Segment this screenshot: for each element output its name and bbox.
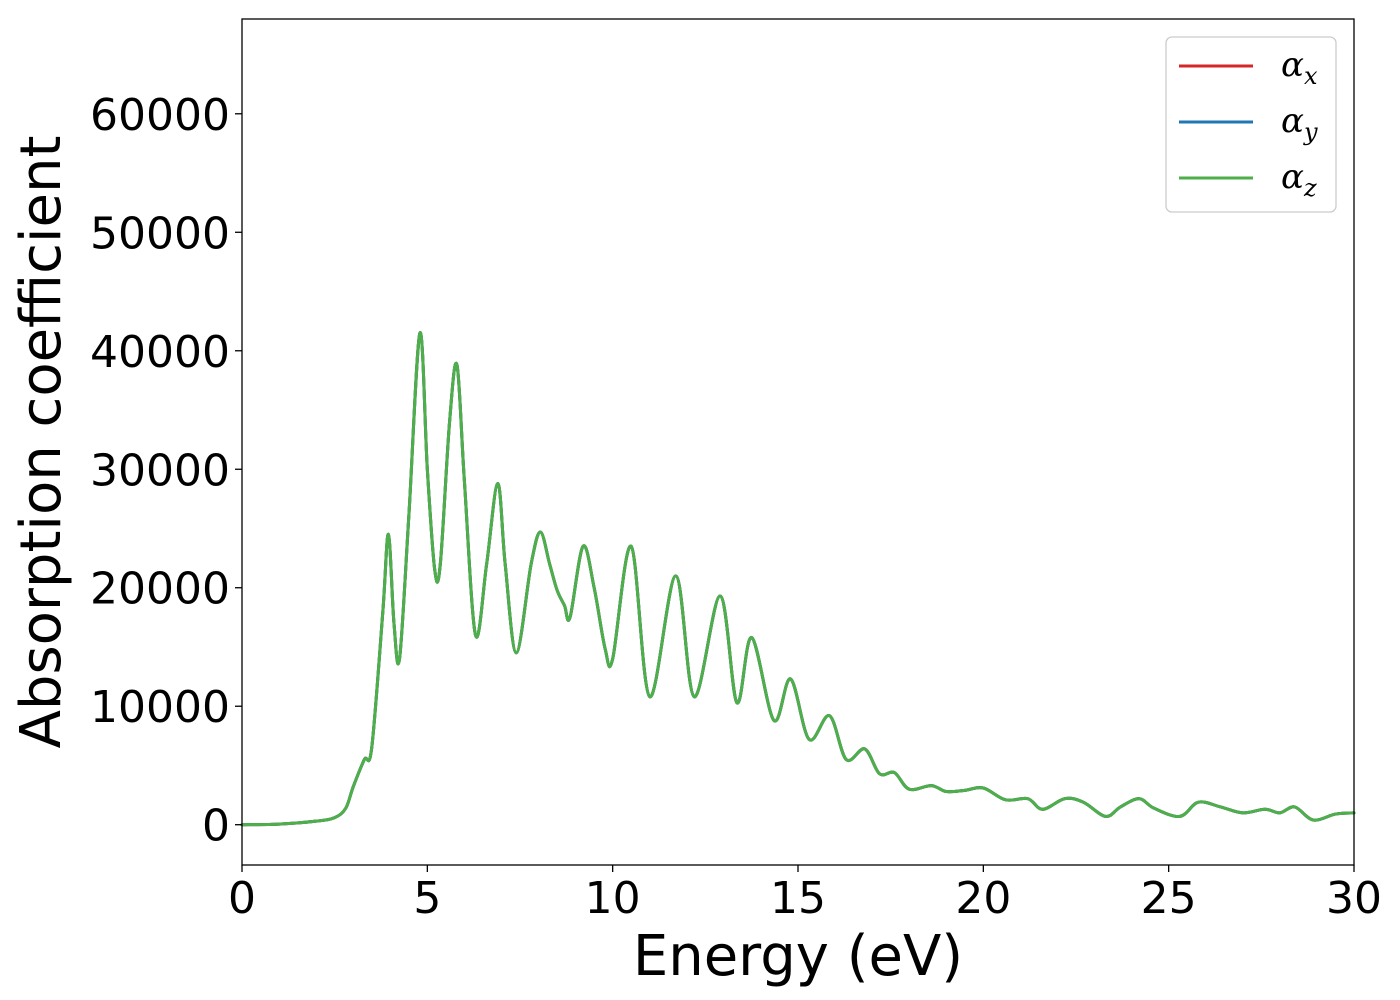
legend-label-x: αx xyxy=(1281,45,1318,90)
y-tick-label: 20000 xyxy=(90,564,230,615)
legend-label-z: αz xyxy=(1281,157,1317,202)
series-layer xyxy=(240,331,1356,827)
x-tick-label: 5 xyxy=(413,873,441,924)
y-axis-ticks: 0 10000 20000 30000 40000 50000 60000 xyxy=(90,90,242,852)
y-tick-label: 0 xyxy=(202,801,230,852)
y-tick-label: 40000 xyxy=(90,327,230,378)
y-tick-label: 60000 xyxy=(90,90,230,141)
series-line-z xyxy=(240,331,1356,827)
x-tick-label: 10 xyxy=(585,873,641,924)
x-tick-label: 15 xyxy=(770,873,826,924)
legend-label-y: αy xyxy=(1281,101,1318,146)
y-axis-title: Absorption coefficient xyxy=(9,136,74,749)
x-tick-label: 30 xyxy=(1326,873,1382,924)
y-tick-label: 30000 xyxy=(90,445,230,496)
legend-box xyxy=(1165,36,1337,213)
y-tick-label: 10000 xyxy=(90,682,230,733)
y-tick-label: 50000 xyxy=(90,208,230,259)
legend: αx αy αz xyxy=(1165,36,1337,213)
x-tick-label: 25 xyxy=(1141,873,1197,924)
x-tick-label: 0 xyxy=(228,873,256,924)
x-axis-ticks: 0 5 10 15 20 25 30 xyxy=(228,865,1382,924)
x-tick-label: 20 xyxy=(955,873,1011,924)
x-axis-title: Energy (eV) xyxy=(633,924,963,989)
